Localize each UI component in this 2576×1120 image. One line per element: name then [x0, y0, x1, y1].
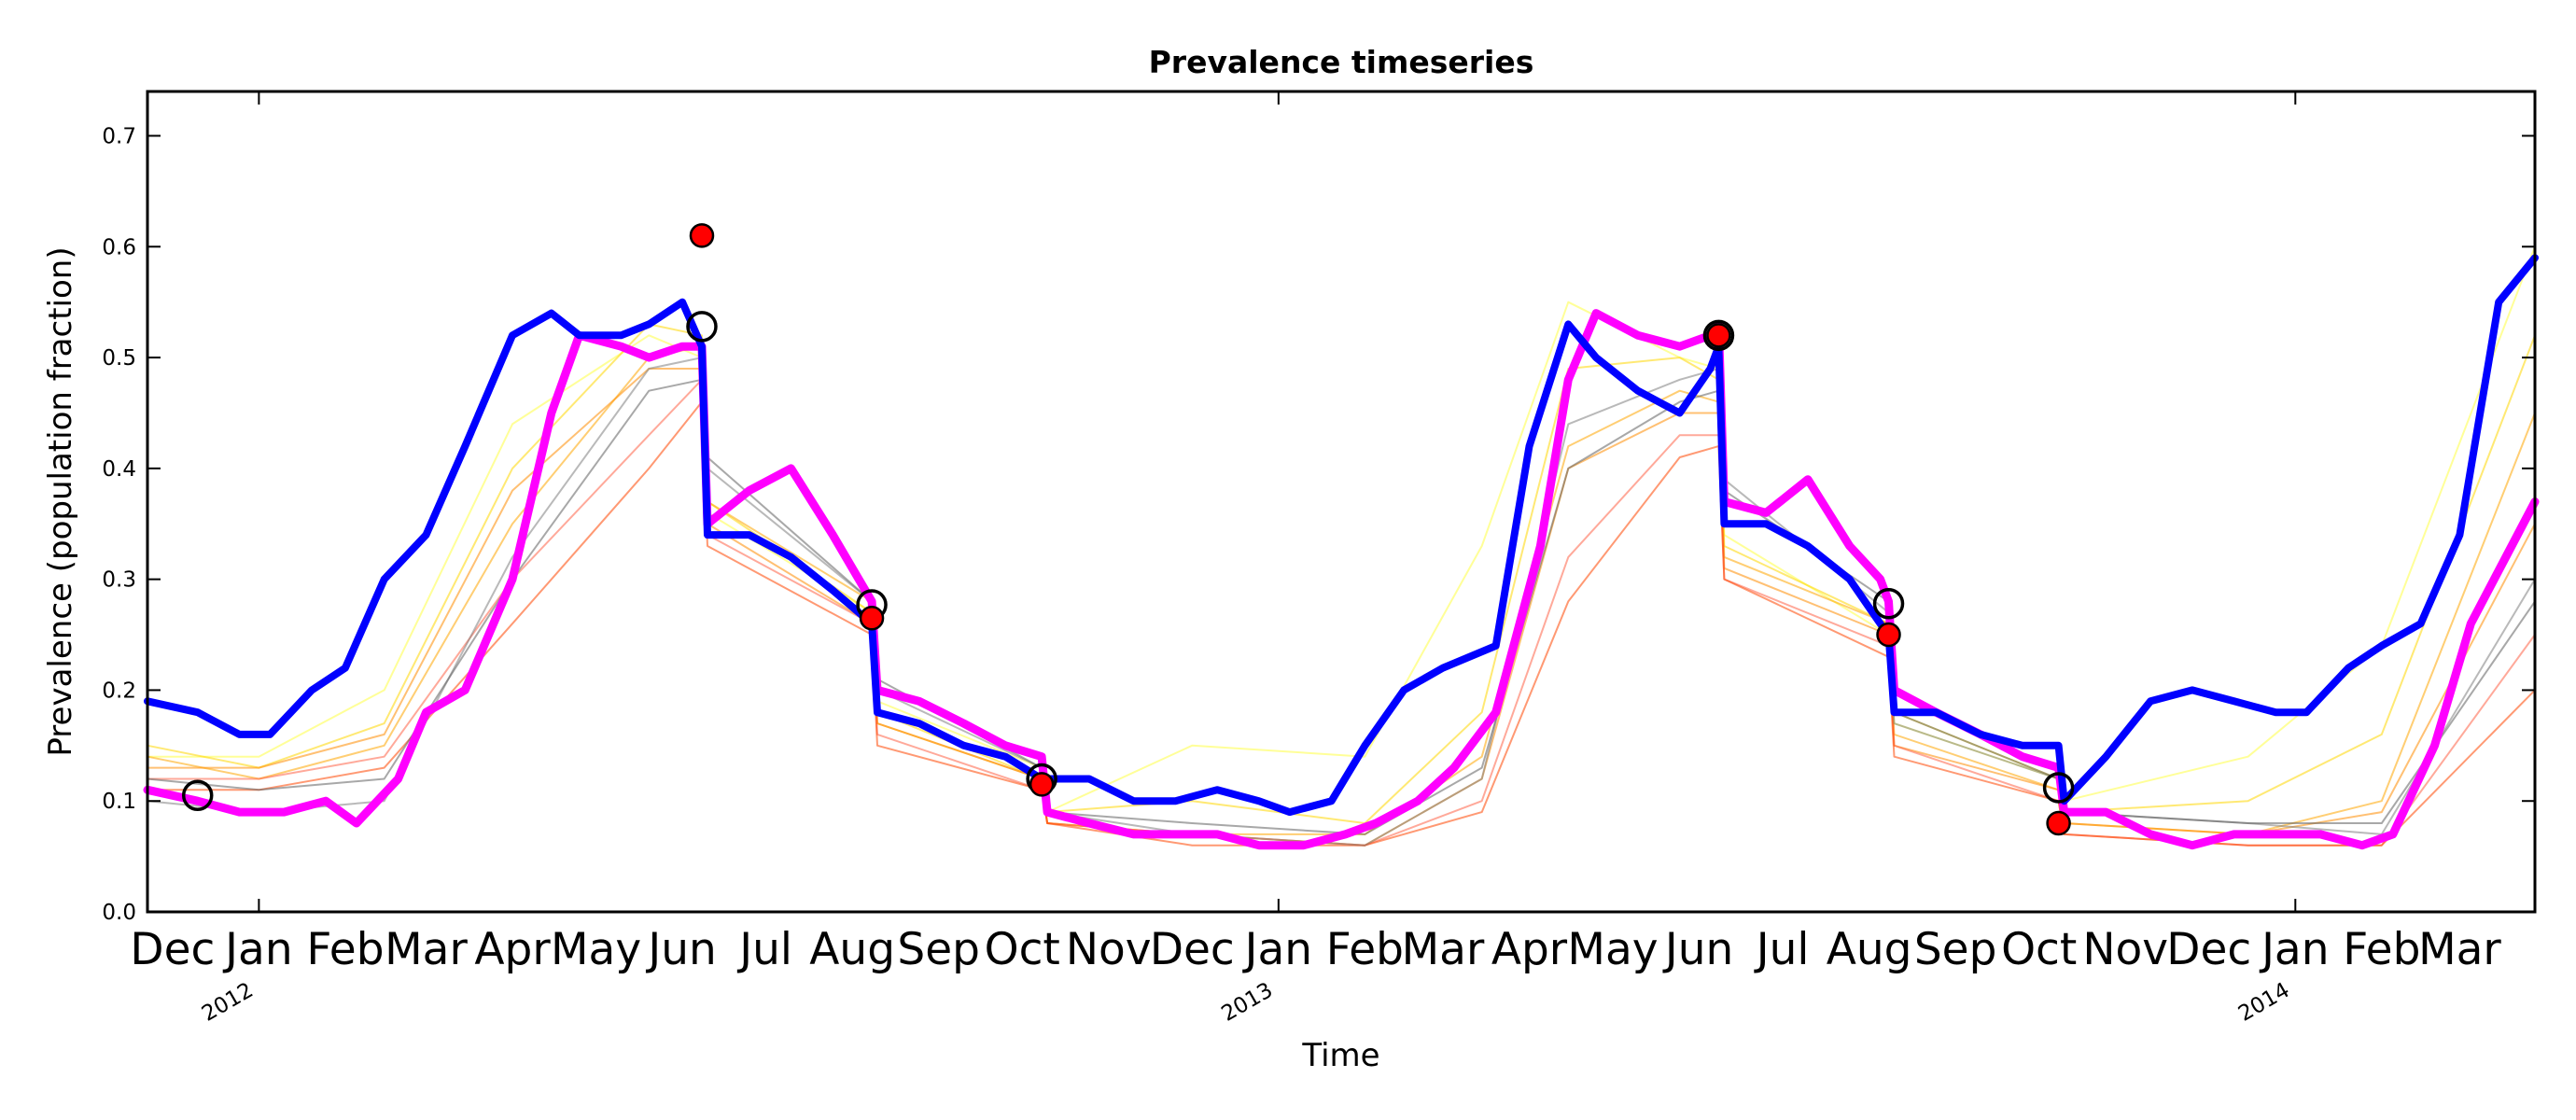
chart-title: Prevalence timeseries	[1149, 44, 1534, 80]
year-tick-label: 2012	[198, 978, 258, 1027]
month-tick-label: Jun	[645, 924, 716, 975]
month-tick-label: Mar	[2418, 924, 2501, 975]
month-tick-label: Dec	[2166, 924, 2251, 975]
y-tick-label: 0.6	[102, 235, 136, 259]
month-tick-label: Dec	[130, 924, 215, 975]
y-tick-label: 0.1	[102, 790, 136, 814]
observed-point	[1706, 323, 1731, 348]
open-circle-point	[1872, 588, 1905, 620]
open-circle-point	[181, 779, 214, 812]
month-tick-label: Apr	[1491, 924, 1568, 975]
month-tick-label: Jun	[1662, 924, 1733, 975]
month-tick-label: Aug	[809, 924, 895, 975]
month-tick-label: Nov	[1066, 924, 1152, 975]
month-tick-label: Aug	[1827, 924, 1912, 975]
ensemble-series-group	[147, 245, 2536, 847]
month-tick-label: Oct	[2001, 924, 2077, 975]
month-tick-label: Nov	[2082, 924, 2168, 975]
open-circle-point	[686, 311, 718, 343]
month-tick-label: Feb	[306, 924, 384, 975]
series-line-1	[143, 309, 2540, 850]
month-tick-label: Jan	[2259, 924, 2329, 975]
month-tick-label: May	[551, 924, 641, 975]
observed-point	[689, 223, 715, 248]
year-tick-label: 2014	[2234, 978, 2294, 1027]
ensemble-series-line-1	[147, 323, 2536, 824]
ensemble-series-line-0	[147, 245, 2536, 814]
y-tick-label: 0.3	[102, 568, 136, 593]
month-tick-label: Apr	[474, 924, 551, 975]
series-line-0	[144, 254, 2539, 817]
observed-point	[1876, 622, 1901, 648]
y-tick-label: 0.7	[102, 125, 136, 149]
month-tick-label: Jan	[222, 924, 292, 975]
observed-point	[1029, 772, 1055, 797]
marker-points-group	[181, 223, 2075, 836]
ensemble-series-line-7	[147, 378, 2536, 835]
month-tick-label: Jan	[1242, 924, 1312, 975]
y-axis-label: Prevalence (population fraction)	[42, 246, 79, 756]
y-tick-label: 0.4	[102, 457, 136, 482]
month-tick-label: Sep	[897, 924, 980, 975]
year-tick-label: 2013	[1217, 978, 1277, 1027]
month-tick-label: Feb	[2343, 924, 2420, 975]
open-circle-point	[1702, 319, 1735, 352]
ensemble-series-line-4	[147, 378, 2536, 847]
open-circle-point	[2042, 772, 2075, 804]
x-axis-label: Time	[1301, 1037, 1379, 1074]
plot-frame	[146, 90, 2537, 914]
month-tick-label: Mar	[1402, 924, 1485, 975]
month-tick-label: Sep	[1914, 924, 1997, 975]
y-tick-label: 0.5	[102, 346, 136, 371]
month-tick-label: Dec	[1150, 924, 1235, 975]
month-tick-label: Feb	[1326, 924, 1404, 975]
y-tick-label: 0.0	[102, 901, 136, 925]
month-tick-label: Mar	[385, 924, 468, 975]
observed-point	[2046, 810, 2071, 836]
month-tick-label: Jul	[736, 924, 792, 975]
y-tick-label: 0.2	[102, 679, 136, 703]
month-tick-label: Oct	[985, 924, 1060, 975]
month-tick-label: Jul	[1754, 924, 1810, 975]
observed-point	[859, 605, 885, 631]
month-tick-label: May	[1567, 924, 1658, 975]
main-series-group	[143, 254, 2540, 850]
